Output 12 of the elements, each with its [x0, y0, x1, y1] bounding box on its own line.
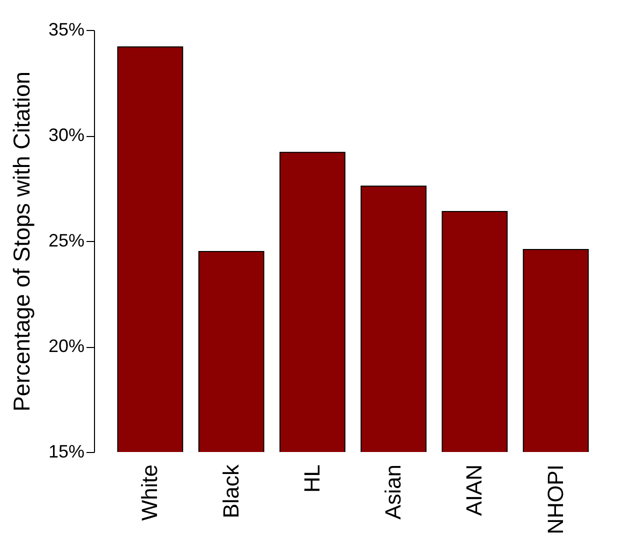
y-tick-label: 20%: [48, 336, 84, 356]
y-tick-label: 35%: [48, 20, 84, 40]
y-tick-label: 15%: [48, 442, 84, 462]
y-tick-label: 30%: [48, 125, 84, 145]
x-tick-label: Black: [218, 464, 244, 518]
x-tick-label: AIAN: [462, 464, 487, 516]
x-tick-label: White: [137, 464, 162, 521]
x-tick-label: NHOPI: [542, 464, 568, 534]
y-tick-label: 25%: [48, 230, 84, 250]
x-tick-label: Asian: [380, 464, 406, 520]
x-tick-label: HL: [299, 464, 324, 493]
y-axis-title: Percentage of Stops with Citation: [8, 71, 34, 412]
